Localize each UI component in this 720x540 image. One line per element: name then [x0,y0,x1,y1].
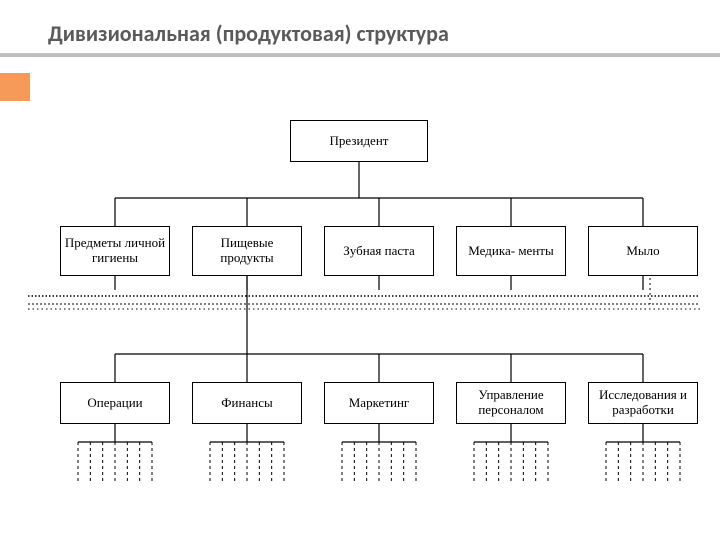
node-division-0: Предметы личной гигиены [60,226,170,276]
node-function-2: Маркетинг [324,382,434,424]
node-division-2: Зубная паста [324,226,434,276]
node-president: Президент [290,120,428,162]
node-function-0: Операции [60,382,170,424]
node-division-3: Медика- менты [456,226,566,276]
node-function-3: Управление персоналом [456,382,566,424]
node-division-1: Пищевые продукты [192,226,302,276]
node-division-4: Мыло [588,226,698,276]
node-function-4: Исследования и разработки [588,382,698,424]
node-function-1: Финансы [192,382,302,424]
